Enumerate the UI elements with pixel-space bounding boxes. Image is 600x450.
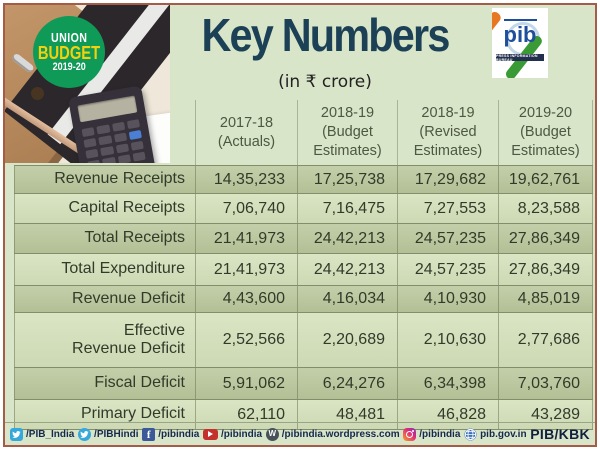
pib-logo: pib PRESS INFORMATION BUREAU (492, 8, 548, 78)
cell-value: 7,03,760 (498, 368, 593, 399)
pib-logo-text: pib (492, 19, 548, 47)
row-label: Effective Revenue Deficit (14, 313, 195, 367)
cell-value: 27,86,349 (498, 224, 593, 253)
footer-link-wordpress: W /pibindia.wordpress.com (265, 427, 400, 441)
social-footer: /PIB_India /PIBHindi f /pibindia /pibind… (10, 425, 590, 443)
cell-value: 2,20,689 (297, 313, 397, 367)
facebook-icon: f (142, 427, 156, 441)
credit-label: PIB/KBK (530, 426, 590, 442)
cell-value: 21,41,973 (195, 224, 297, 253)
instagram-icon (403, 427, 417, 441)
footer-link-label: /PIB_India (26, 428, 75, 440)
cell-value: 46,828 (397, 400, 498, 429)
table-row: Primary Deficit 62,110 48,481 46,828 43,… (14, 399, 593, 430)
row-label: Total Expenditure (14, 254, 195, 285)
row-label: Revenue Deficit (14, 286, 195, 312)
cell-value: 43,289 (498, 400, 593, 429)
badge-line-budget: BUDGET (37, 42, 101, 63)
column-header-2019-20-budget: 2019-20 (Budget Estimates) (498, 100, 593, 165)
table-header-row: 2017-18 (Actuals) 2018-19 (Budget Estima… (14, 100, 593, 165)
youtube-icon (202, 428, 218, 440)
key-numbers-table: 2017-18 (Actuals) 2018-19 (Budget Estima… (14, 100, 593, 430)
footer-link-label: /pibindia (220, 428, 263, 440)
unit-note: (in ₹ crore) (278, 72, 372, 92)
cell-value: 24,57,235 (397, 254, 498, 285)
cell-value: 62,110 (195, 400, 297, 429)
table-row: Total Expenditure 21,41,973 24,42,213 24… (14, 253, 593, 285)
footer-link-instagram: /pibindia (403, 427, 461, 441)
cell-value: 4,43,600 (195, 286, 297, 312)
cell-value: 27,86,349 (498, 254, 593, 285)
wordpress-icon: W (265, 427, 279, 441)
badge-line-union: UNION (50, 29, 88, 45)
table-row: Capital Receipts 7,06,740 7,16,475 7,27,… (14, 193, 593, 223)
pib-logo-caption: PRESS INFORMATION BUREAU (496, 54, 544, 62)
footer-link-youtube: /pibindia (202, 428, 263, 440)
footer-link-twitter-pib-india: /PIB_India (10, 427, 75, 441)
cell-value: 8,23,588 (498, 194, 593, 223)
twitter-icon (78, 427, 92, 441)
cell-value: 6,24,276 (297, 368, 397, 399)
column-header-2018-19-revised: 2018-19 (Revised Estimates) (397, 100, 498, 165)
footer-link-label: /pibindia (158, 428, 200, 440)
row-label: Capital Receipts (14, 194, 195, 223)
table-row: Total Receipts 21,41,973 24,42,213 24,57… (14, 223, 593, 253)
row-label: Total Receipts (14, 224, 195, 253)
union-budget-badge: UNION BUDGET 2019-20 (33, 16, 105, 88)
row-label: Revenue Receipts (14, 166, 195, 193)
footer-link-label: /pibindia.wordpress.com (281, 428, 400, 440)
column-header-2018-19-budget: 2018-19 (Budget Estimates) (297, 100, 397, 165)
footer-link-facebook: f /pibindia (142, 427, 200, 441)
table-row: Effective Revenue Deficit 2,52,566 2,20,… (14, 312, 593, 367)
cell-value: 14,35,233 (195, 166, 297, 193)
cell-value: 4,85,019 (498, 286, 593, 312)
footer-link-label: /pibindia (419, 428, 461, 440)
cell-value: 19,62,761 (498, 166, 593, 193)
cell-value: 17,25,738 (297, 166, 397, 193)
table-row: Fiscal Deficit 5,91,062 6,24,276 6,34,39… (14, 367, 593, 399)
footer-link-label: pib.gov.in (480, 428, 527, 440)
globe-icon (464, 427, 477, 441)
footer-link-website: pib.gov.in (464, 427, 527, 441)
row-label: Fiscal Deficit (14, 368, 195, 399)
footer-divider (5, 422, 595, 423)
cell-value: 7,06,740 (195, 194, 297, 223)
row-label: Primary Deficit (14, 400, 195, 429)
cell-value: 4,10,930 (397, 286, 498, 312)
footer-link-twitter-pibhindi: /PIBHindi (78, 427, 139, 441)
cell-value: 7,16,475 (297, 194, 397, 223)
cell-value: 2,77,686 (498, 313, 593, 367)
cell-value: 24,42,213 (297, 254, 397, 285)
cell-value: 24,42,213 (297, 224, 397, 253)
cell-value: 5,91,062 (195, 368, 297, 399)
cell-value: 7,27,553 (397, 194, 498, 223)
cell-value: 2,52,566 (195, 313, 297, 367)
cell-value: 4,16,034 (297, 286, 397, 312)
cell-value: 21,41,973 (195, 254, 297, 285)
badge-line-year: 2019-20 (52, 61, 86, 74)
binder-hole-image (31, 87, 44, 100)
footer-link-label: /PIBHindi (94, 428, 139, 440)
twitter-icon (10, 427, 23, 441)
column-header-empty (14, 100, 195, 165)
page-title: Key Numbers (201, 9, 450, 61)
cell-value: 17,29,682 (397, 166, 498, 193)
cell-value: 6,34,398 (397, 368, 498, 399)
table-row: Revenue Receipts 14,35,233 17,25,738 17,… (14, 165, 593, 193)
cell-value: 2,10,630 (397, 313, 498, 367)
cell-value: 24,57,235 (397, 224, 498, 253)
cell-value: 48,481 (297, 400, 397, 429)
table-row: Revenue Deficit 4,43,600 4,16,034 4,10,9… (14, 285, 593, 312)
column-header-2017-18-actuals: 2017-18 (Actuals) (195, 100, 297, 165)
